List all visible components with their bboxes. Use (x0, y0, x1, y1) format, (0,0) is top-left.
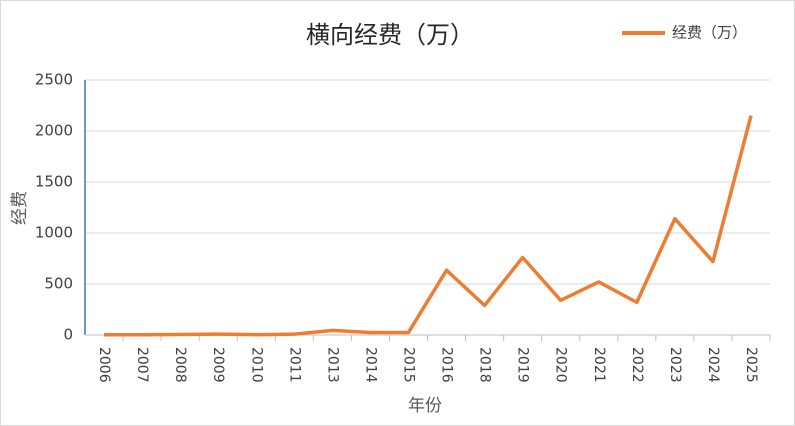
x-tick-label: 2007 (134, 347, 150, 383)
y-axis-label: 经费 (10, 191, 30, 225)
x-tick-label: 2023 (667, 347, 683, 383)
x-tick-label: 2021 (591, 347, 607, 383)
x-tick-label: 2015 (400, 347, 416, 383)
x-tick-label: 2016 (439, 347, 455, 383)
x-axis-label: 年份 (408, 396, 442, 416)
y-tick-label: 1500 (35, 173, 73, 191)
chart-title: 横向经费（万） (306, 21, 474, 49)
legend-label: 经费（万） (672, 24, 747, 42)
x-tick-label: 2009 (210, 347, 226, 383)
x-tick-label: 2008 (172, 347, 188, 383)
x-tick-label: 2006 (96, 347, 112, 383)
data-line (104, 115, 753, 337)
x-tick-label: 2010 (248, 347, 264, 383)
x-tick-label: 2019 (515, 347, 531, 383)
x-tick-label: 2011 (286, 347, 302, 383)
x-tick-label: 2014 (362, 347, 378, 383)
x-tick-label: 2025 (743, 347, 759, 383)
x-tick-label: 2022 (629, 347, 645, 383)
y-tick-label: 2500 (35, 71, 73, 89)
x-tick-label: 2024 (705, 347, 721, 383)
y-tick-label: 0 (63, 326, 73, 344)
x-tick-label: 2013 (324, 347, 340, 383)
x-tick-label: 2018 (477, 347, 493, 383)
y-tick-label: 1000 (35, 224, 73, 242)
y-tick-label: 500 (44, 275, 73, 293)
y-tick-label: 2000 (35, 122, 73, 140)
x-tick-label: 2020 (553, 347, 569, 383)
